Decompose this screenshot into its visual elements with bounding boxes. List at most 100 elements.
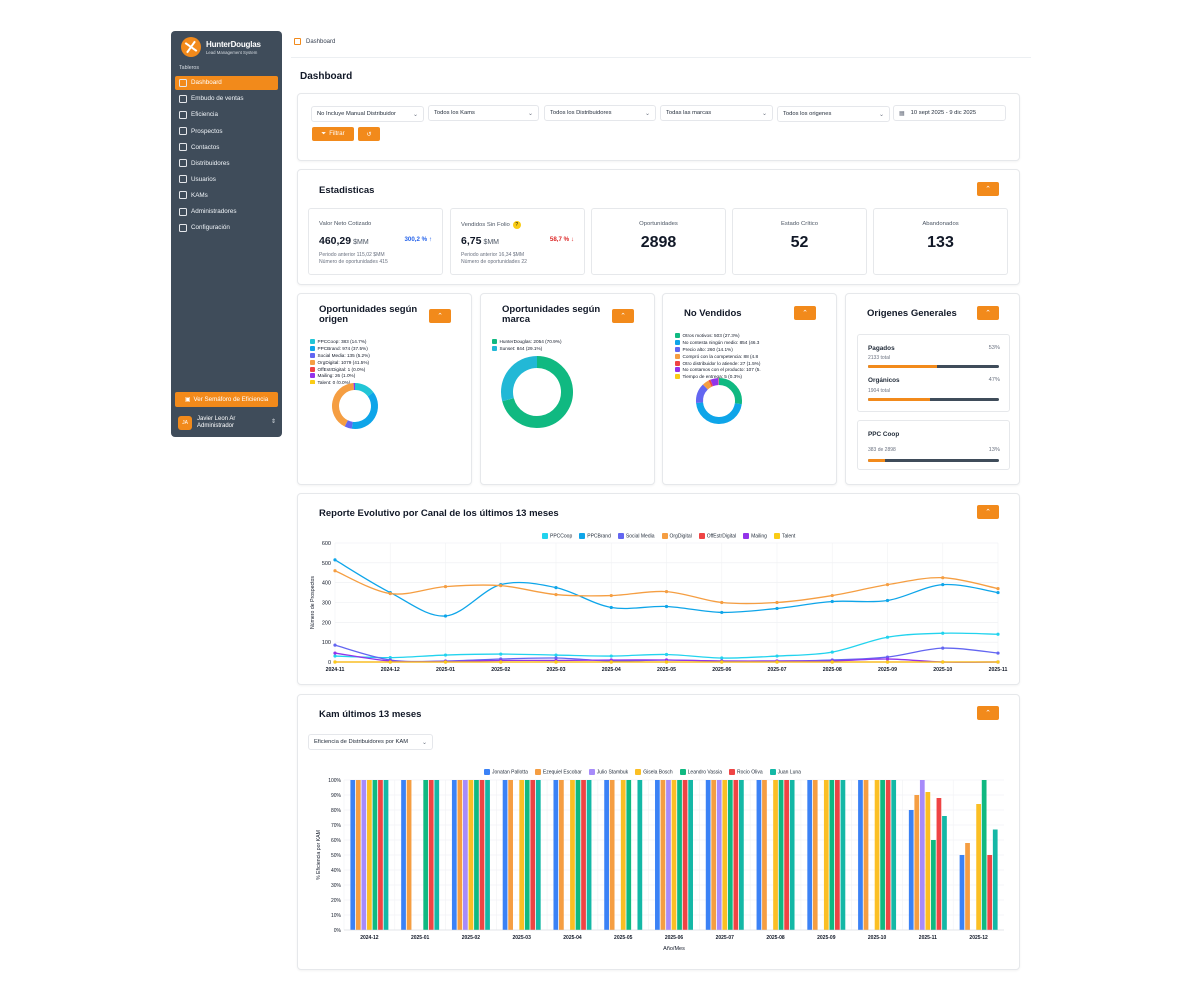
sidebar-item-dashboard[interactable]: Dashboard	[175, 76, 278, 90]
data-point[interactable]	[664, 589, 669, 594]
data-point[interactable]	[388, 591, 392, 596]
data-point[interactable]	[609, 605, 613, 610]
data-point[interactable]	[388, 656, 392, 660]
bar[interactable]	[874, 780, 880, 930]
data-point[interactable]	[720, 600, 724, 605]
data-point[interactable]	[333, 569, 337, 573]
bar[interactable]	[992, 829, 998, 931]
legend-item[interactable]: No contamos con el producto: 107 (5.	[675, 366, 767, 373]
bar[interactable]	[807, 780, 813, 930]
filter-marcas[interactable]: Todas las marcas ⌄	[660, 105, 773, 121]
sidebar-item-contactos[interactable]: Contactos	[175, 140, 278, 154]
data-point[interactable]	[885, 657, 890, 661]
data-point[interactable]	[609, 654, 613, 658]
data-point[interactable]	[885, 660, 890, 664]
bar[interactable]	[858, 780, 863, 930]
brand[interactable]: HunterDouglas Lead Management System	[181, 37, 261, 57]
legend-item[interactable]: Precio alto: 260 (14.1%)	[675, 346, 767, 353]
donut-slice[interactable]	[696, 384, 709, 404]
data-point[interactable]	[996, 660, 1000, 664]
legend-item[interactable]: Talent: 0 (0.0%)	[310, 379, 390, 384]
bar[interactable]	[965, 843, 970, 930]
legend-item[interactable]: Mailing: 26 (1.0%)	[310, 372, 390, 379]
bar[interactable]	[789, 780, 795, 930]
legend-item[interactable]: Sunset: 844 (29.1%)	[492, 345, 592, 352]
donut-slice[interactable]	[344, 420, 353, 429]
data-point[interactable]	[443, 653, 448, 657]
collapse-kam-button[interactable]: ⌃	[977, 706, 999, 720]
sidebar-toggle-icon[interactable]	[294, 38, 301, 45]
legend-item[interactable]: OrgDigital	[661, 533, 692, 539]
bar[interactable]	[530, 780, 536, 930]
bar[interactable]	[716, 780, 722, 930]
bar[interactable]	[581, 780, 586, 930]
donut-slice[interactable]	[696, 402, 742, 424]
donut-slice[interactable]	[332, 383, 355, 427]
bar[interactable]	[931, 840, 936, 930]
bar[interactable]	[762, 780, 767, 930]
legend-item[interactable]: Otros motivos: 503 (27.3%)	[675, 332, 767, 339]
semaforo-button[interactable]: ▣ Ver Semáforo de Eficiencia	[175, 392, 278, 407]
bar[interactable]	[987, 855, 993, 930]
bar[interactable]	[711, 780, 717, 930]
bar[interactable]	[604, 780, 609, 930]
bar[interactable]	[733, 780, 739, 930]
bar[interactable]	[959, 855, 965, 930]
bar[interactable]	[671, 780, 677, 930]
bar[interactable]	[936, 798, 942, 930]
legend-item[interactable]: Otro distribuidor lo atiende: 27 (1.5%)	[675, 360, 767, 367]
legend-item[interactable]: PPCCoop: 383 (14.7%)	[310, 338, 390, 345]
bar[interactable]	[682, 780, 688, 930]
data-point[interactable]	[830, 650, 834, 654]
legend-item[interactable]: Juan Luna	[769, 769, 801, 775]
sidebar-item-eficiencia[interactable]: Eficiencia	[175, 108, 278, 122]
sidebar-item-embudo-de-ventas[interactable]: Embudo de ventas	[175, 92, 278, 106]
data-point[interactable]	[996, 590, 1000, 595]
collapse-origenes-button[interactable]: ⌃	[977, 306, 999, 320]
bar[interactable]	[479, 780, 485, 930]
data-point[interactable]	[885, 635, 890, 639]
bar[interactable]	[451, 780, 457, 930]
bar[interactable]	[823, 780, 829, 930]
data-point[interactable]	[941, 631, 945, 635]
collapse-origen-button[interactable]: ⌃	[429, 309, 451, 323]
bar[interactable]	[575, 780, 581, 930]
legend-item[interactable]: Gisela Bosch	[635, 769, 673, 775]
bar[interactable]	[535, 780, 541, 930]
filter-origenes[interactable]: Todos los origenes ⌄	[777, 106, 890, 122]
bar[interactable]	[406, 780, 412, 930]
bar[interactable]	[367, 780, 372, 930]
data-point[interactable]	[830, 660, 834, 664]
data-point[interactable]	[996, 632, 1000, 636]
bar[interactable]	[355, 780, 361, 930]
data-point[interactable]	[554, 586, 558, 590]
data-point[interactable]	[830, 599, 834, 604]
bar[interactable]	[885, 780, 891, 930]
legend-item[interactable]: OrgDigital: 1079 (41.5%)	[310, 359, 390, 366]
data-point[interactable]	[830, 593, 834, 598]
data-point[interactable]	[664, 604, 669, 609]
legend-item[interactable]: Leandro Vassia	[679, 769, 722, 775]
filter-distribuidores[interactable]: Todos los Distribuidores ⌄	[544, 105, 656, 121]
bar[interactable]	[908, 810, 914, 930]
data-point[interactable]	[885, 583, 890, 587]
legend-item[interactable]: OffEstrDigital	[698, 533, 736, 539]
collapse-no-vendidos-button[interactable]: ⌃	[794, 306, 816, 320]
legend-item[interactable]: Julio Stambuk	[588, 769, 628, 775]
sidebar-item-usuarios[interactable]: Usuarios	[175, 173, 278, 187]
data-point[interactable]	[554, 656, 558, 660]
bar[interactable]	[468, 780, 474, 930]
legend-item[interactable]: Ezequiel Escobar	[534, 769, 582, 775]
bar[interactable]	[773, 780, 778, 930]
legend-item[interactable]: PPCCoop	[542, 533, 572, 539]
donut-slice[interactable]	[708, 379, 714, 387]
legend-item[interactable]: Mailing	[743, 533, 767, 539]
legend-item[interactable]: PPCBrand	[579, 533, 611, 539]
donut-slice[interactable]	[502, 356, 573, 428]
sidebar-item-configuraci-n[interactable]: Configuración	[175, 221, 278, 235]
data-point[interactable]	[664, 652, 669, 657]
data-point[interactable]	[388, 660, 392, 664]
data-point[interactable]	[996, 587, 1000, 591]
donut-slice[interactable]	[354, 383, 374, 397]
reset-filters-button[interactable]: ↺	[358, 127, 380, 141]
